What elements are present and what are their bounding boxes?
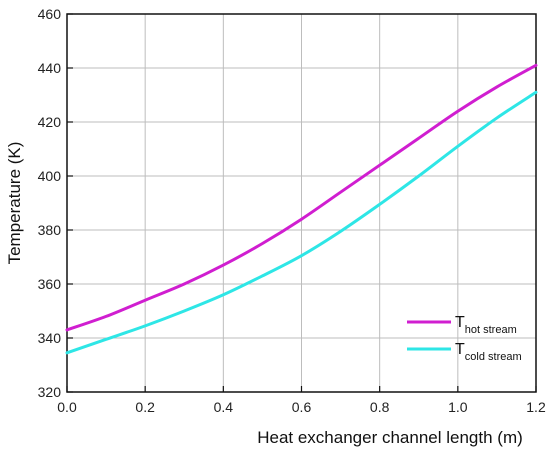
axis-ticks (66, 13, 537, 393)
legend-label-cold-stream: Tcold stream (455, 341, 522, 363)
series-line-cold-stream (65, 90, 538, 355)
x-tick-label: 1.0 (448, 399, 468, 415)
y-tick-label: 420 (38, 114, 62, 130)
tick-labels: 0.0 0.2 0.4 0.6 0.8 1.0 1.2 320 340 360 380 400 420 4… (38, 6, 546, 415)
y-tick-label: 320 (38, 384, 62, 400)
legend: Thot stream Tcold stream (407, 314, 522, 363)
y-tick-label: 340 (38, 330, 62, 346)
y-tick-label: 400 (38, 168, 62, 184)
series-lines (65, 63, 538, 355)
y-tick-label: 460 (38, 6, 62, 22)
y-tick-label: 380 (38, 222, 62, 238)
series-line-hot-stream (65, 63, 538, 332)
x-tick-label: 0.8 (370, 399, 390, 415)
x-tick-label: 0.0 (57, 399, 77, 415)
x-tick-label: 0.4 (214, 399, 234, 415)
y-tick-label: 360 (38, 276, 62, 292)
y-axis-label: Temperature (K) (5, 142, 24, 265)
y-tick-label: 440 (38, 60, 62, 76)
x-tick-label: 1.2 (526, 399, 546, 415)
legend-label-hot-stream: Thot stream (455, 314, 517, 336)
x-axis-label: Heat exchanger channel length (m) (257, 428, 523, 447)
x-tick-label: 0.2 (135, 399, 155, 415)
x-tick-label: 0.6 (292, 399, 312, 415)
